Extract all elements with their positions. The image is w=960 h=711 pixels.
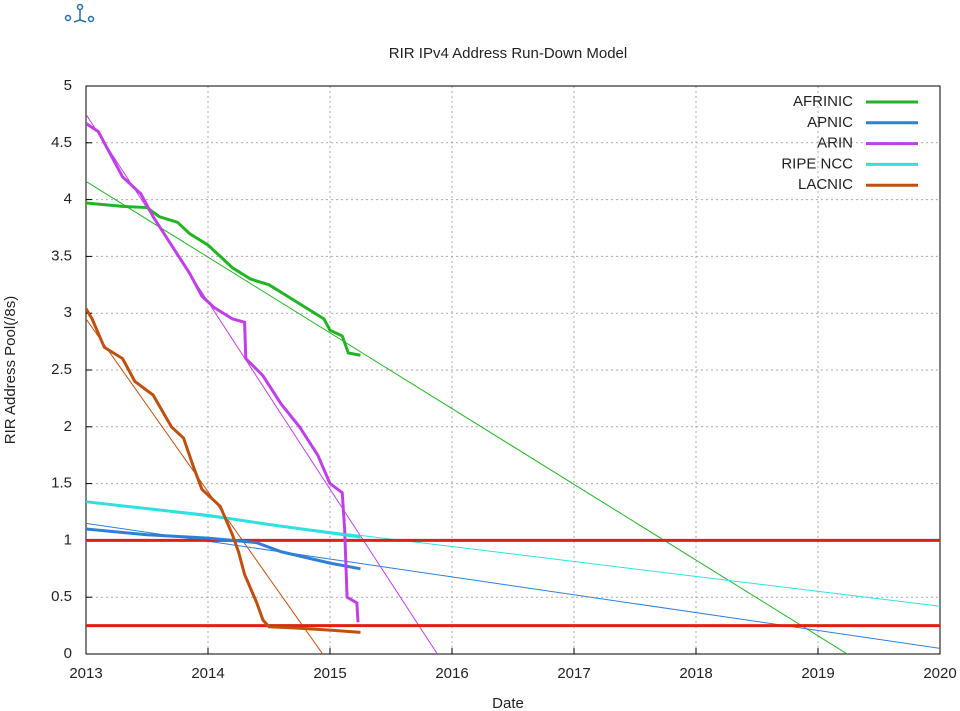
trend-line xyxy=(86,180,848,654)
x-tick-label: 2018 xyxy=(679,665,712,682)
y-tick-label: 1.5 xyxy=(51,475,72,492)
plot-frame xyxy=(85,85,941,655)
trend-line xyxy=(86,318,324,654)
y-tick-label: 2 xyxy=(64,418,72,435)
x-tick-label: 2020 xyxy=(923,665,956,682)
legend-label: APNIC xyxy=(807,114,853,131)
y-tick-label: 3 xyxy=(64,304,72,321)
y-axis-label: RIR Address Pool(/8s) xyxy=(2,296,19,444)
x-tick-label: 2015 xyxy=(313,665,346,682)
series-line xyxy=(86,307,361,634)
legend-label: RIPE NCC xyxy=(781,155,853,172)
x-tick-label: 2019 xyxy=(801,665,834,682)
logo xyxy=(64,3,95,23)
series-line xyxy=(86,500,361,539)
y-tick-label: 2.5 xyxy=(51,361,72,378)
series-line xyxy=(86,527,361,571)
y-tick-label: 1 xyxy=(64,531,72,548)
series-line xyxy=(86,201,361,357)
x-tick-label: 2014 xyxy=(191,665,224,682)
x-tick-label: 2016 xyxy=(435,665,468,682)
legend-label: ARIN xyxy=(817,135,853,152)
legend-label: LACNIC xyxy=(798,176,853,193)
series-line xyxy=(86,122,360,623)
legend-label: AFRINIC xyxy=(793,93,853,110)
y-tick-label: 4.5 xyxy=(51,134,72,151)
x-axis-label: Date xyxy=(492,695,524,711)
x-tick-label: 2017 xyxy=(557,665,590,682)
y-tick-label: 4 xyxy=(64,191,72,208)
y-tick-label: 0.5 xyxy=(51,588,72,605)
y-tick-label: 5 xyxy=(64,77,72,94)
chart-title: RIR IPv4 Address Run-Down Model xyxy=(389,45,627,62)
trend-line xyxy=(86,114,438,654)
trend-line xyxy=(86,522,940,649)
y-tick-label: 0 xyxy=(64,645,72,662)
x-tick-label: 2013 xyxy=(69,665,102,682)
y-tick-label: 3.5 xyxy=(51,247,72,264)
